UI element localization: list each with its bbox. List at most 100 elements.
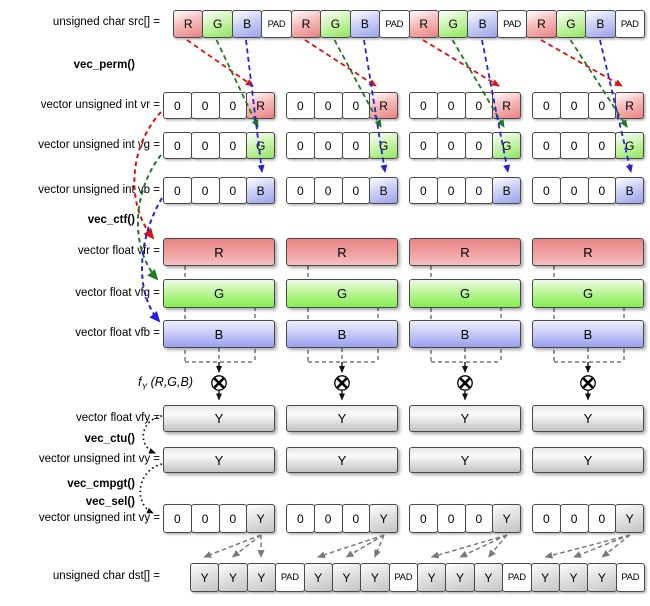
cell-b: B — [231, 10, 263, 38]
cell-y: Y — [190, 563, 220, 592]
vfy-block-2: Y — [286, 405, 398, 432]
cell-zero: 0 — [218, 92, 248, 119]
cell-y: Y — [417, 563, 447, 592]
cell-r: R — [290, 10, 322, 38]
cell-pad: PAD — [379, 10, 410, 38]
cell-zero: 0 — [464, 132, 494, 159]
cell-b: B — [349, 10, 381, 38]
cell-zero: 0 — [587, 92, 617, 119]
cell-zero: 0 — [464, 177, 494, 204]
cell-b: B — [369, 177, 398, 204]
vfg-block-1: G — [163, 279, 275, 308]
cell-g: G — [246, 132, 275, 159]
label-vy2-vector: vector unsigned int vy = — [38, 512, 160, 524]
cell-y: Y — [473, 563, 504, 592]
label-vr-vector: vector unsigned int vr = — [40, 99, 160, 111]
cell-zero: 0 — [341, 132, 371, 159]
cell-zero: 0 — [436, 177, 466, 204]
cell-zero: 0 — [532, 504, 561, 533]
cell-y: Y — [558, 563, 589, 592]
vfr-block-3: R — [409, 238, 521, 266]
cell-zero: 0 — [190, 177, 220, 204]
cell-b: B — [492, 177, 521, 204]
cell-r: R — [246, 92, 275, 119]
label-vec-perm: vec_perm() — [73, 59, 135, 71]
cell-y: Y — [492, 504, 521, 533]
label-vfg-vector: vector float vfg = — [75, 287, 160, 299]
label-vy-vector: vector unsigned int vy = — [38, 453, 160, 465]
cell-zero: 0 — [190, 504, 220, 533]
cell-zero: 0 — [436, 132, 466, 159]
cell-r: R — [615, 92, 644, 119]
vfy-block-4: Y — [532, 405, 644, 432]
cell-y: Y — [615, 504, 644, 533]
vfr-block-1: R — [163, 238, 275, 266]
cell-g: G — [437, 10, 469, 38]
cell-pad: PAD — [502, 563, 532, 592]
cell-g: G — [615, 132, 644, 159]
label-vfr-vector: vector float vfr = — [77, 245, 160, 257]
dst-row: Y Y Y PAD Y Y Y PAD Y Y Y PAD Y Y Y PAD — [190, 563, 645, 592]
cell-zero: 0 — [409, 504, 438, 533]
cell-y: Y — [331, 563, 362, 592]
vy-block-2: Y — [286, 447, 398, 473]
label-dst-array: unsigned char dst[] = — [52, 570, 160, 582]
label-src-array: unsigned char src[] = — [52, 16, 160, 28]
vfb-block-3: B — [409, 320, 521, 348]
cell-g: G — [202, 10, 233, 38]
label-fy-function: fY (R,G,B) — [138, 375, 193, 392]
vfr-block-4: R — [532, 238, 644, 266]
cell-zero: 0 — [409, 177, 438, 204]
cell-b: B — [246, 177, 275, 204]
cell-zero: 0 — [341, 177, 371, 204]
vy-block-3: Y — [409, 447, 521, 473]
cell-pad: PAD — [388, 563, 418, 592]
cell-y: Y — [303, 563, 333, 592]
cell-zero: 0 — [218, 132, 248, 159]
cell-r: R — [173, 10, 204, 38]
cell-pad: PAD — [261, 10, 292, 38]
cell-pad: PAD — [275, 563, 305, 592]
cell-y: Y — [445, 563, 475, 592]
label-vfy-vector: vector float vfy = — [75, 412, 160, 424]
cell-zero: 0 — [532, 92, 561, 119]
label-vg-vector: vector unsigned int vg = — [38, 139, 160, 151]
cell-zero: 0 — [587, 132, 617, 159]
cell-y: Y — [360, 563, 390, 592]
cell-r: R — [408, 10, 439, 38]
cell-zero: 0 — [190, 92, 220, 119]
cell-b: B — [585, 10, 616, 38]
cell-zero: 0 — [532, 177, 561, 204]
vfg-block-3: G — [409, 279, 521, 308]
label-vb-vector: vector unsigned int vb = — [38, 184, 160, 196]
cell-pad: PAD — [615, 563, 645, 592]
cell-zero: 0 — [286, 92, 315, 119]
cell-zero: 0 — [587, 504, 617, 533]
cell-g: G — [492, 132, 521, 159]
label-vec-ctu: vec_ctu() — [84, 433, 136, 445]
cell-g: G — [369, 132, 398, 159]
vfb-block-2: B — [286, 320, 398, 348]
cell-zero: 0 — [559, 504, 589, 533]
src-row: R G B PAD R G B PAD R G B PAD R G B PAD — [173, 10, 645, 38]
label-vec-sel: vec_sel() — [85, 496, 135, 508]
cell-zero: 0 — [313, 177, 343, 204]
cell-zero: 0 — [218, 504, 248, 533]
label-vec-ctf: vec_ctf() — [87, 214, 135, 226]
cell-zero: 0 — [313, 132, 343, 159]
cell-y: Y — [246, 504, 275, 533]
vfg-block-2: G — [286, 279, 398, 308]
